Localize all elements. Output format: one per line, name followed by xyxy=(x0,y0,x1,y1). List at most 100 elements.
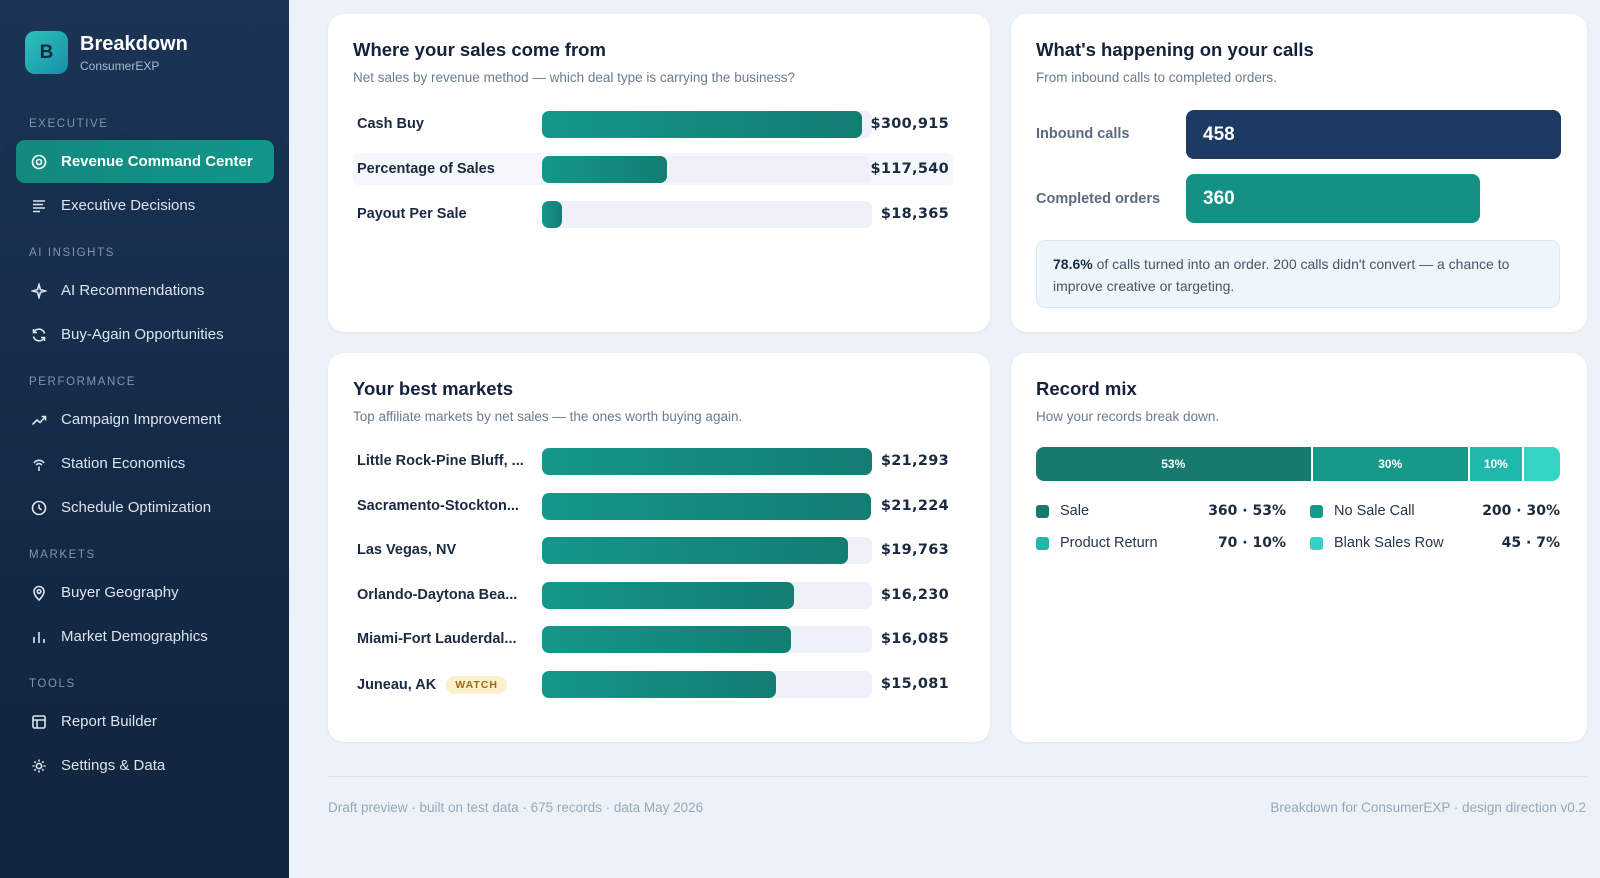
nav-item-executive-decisions[interactable]: Executive Decisions xyxy=(16,184,274,227)
row-label: Payout Per Sale xyxy=(357,206,467,222)
nav-item-label: Market Demographics xyxy=(61,628,208,645)
card-title: What's happening on your calls xyxy=(1036,39,1314,60)
mix-segment: 30% xyxy=(1312,447,1470,481)
bar-fill xyxy=(542,537,849,564)
row-label: Cash Buy xyxy=(357,116,424,132)
nav-item-label: Executive Decisions xyxy=(61,197,196,214)
row-value: $117,540 xyxy=(870,161,949,177)
bar-fill xyxy=(542,448,872,475)
bar-track xyxy=(542,581,872,609)
footer-divider xyxy=(328,776,1587,777)
footer-version: Breakdown for ConsumerEXP · design direc… xyxy=(1270,800,1586,815)
card-title: Your best markets xyxy=(353,378,514,399)
brand-logo: B xyxy=(25,31,68,74)
nav-item-station-economics[interactable]: Station Economics xyxy=(16,442,274,485)
nav-item-label: Campaign Improvement xyxy=(61,411,222,428)
bar-fill xyxy=(542,670,776,698)
sales-source-card: Where your sales come from Net sales by … xyxy=(328,14,990,332)
market-row[interactable]: Juneau, AK WATCH $15,081 xyxy=(353,668,953,700)
inbound-calls-bar: 458 xyxy=(1186,110,1561,159)
market-row[interactable]: Orlando-Daytona Bea... $16,230 xyxy=(353,579,953,611)
mix-segment: 10% xyxy=(1469,447,1524,481)
legend-value: 45 · 7% xyxy=(1501,535,1560,551)
nav-item-label: Buy-Again Opportunities xyxy=(61,326,224,343)
market-name: Las Vegas, NV xyxy=(357,542,457,558)
market-row[interactable]: Little Rock-Pine Bluff, ... $21,293 xyxy=(353,445,953,477)
record-mix-card: Record mix How your records break down. … xyxy=(1011,353,1587,742)
nav-item-label: Revenue Command Center xyxy=(61,153,253,170)
sidebar: B Breakdown ConsumerEXP EXECUTIVE Revenu… xyxy=(0,0,289,878)
legend-name: Blank Sales Row xyxy=(1334,535,1444,551)
row-value: $300,915 xyxy=(870,116,949,132)
market-name: Little Rock-Pine Bluff, ... xyxy=(357,453,524,469)
market-name: Juneau, AK xyxy=(357,676,437,693)
legend-swatch xyxy=(1310,504,1323,518)
legend-item: Sale 360 · 53% xyxy=(1036,501,1286,521)
nav-item-revenue-command-center[interactable]: Revenue Command Center xyxy=(16,140,274,183)
bar-track xyxy=(542,201,872,228)
footer-note: Draft preview · built on test data · 675… xyxy=(328,800,704,815)
nav-item-campaign-improvement[interactable]: Campaign Improvement xyxy=(16,398,274,441)
best-markets-card: Your best markets Top affiliate markets … xyxy=(328,353,990,742)
row-value: $18,365 xyxy=(880,206,949,222)
sparkle-icon xyxy=(30,282,48,300)
bar-track xyxy=(542,537,872,564)
nav-item-settings-data[interactable]: Settings & Data xyxy=(16,744,274,787)
row-label: Orlando-Daytona Bea... xyxy=(357,587,517,603)
nav-section-markets: MARKETS xyxy=(29,549,96,561)
calls-card: What's happening on your calls From inbo… xyxy=(1011,14,1587,332)
revenue-method-row[interactable]: Cash Buy $300,915 xyxy=(353,108,953,140)
market-name: Miami-Fort Lauderdal... xyxy=(357,631,517,647)
revenue-method-row[interactable]: Percentage of Sales $117,540 xyxy=(353,153,953,185)
market-row[interactable]: Las Vegas, NV $19,763 xyxy=(353,534,953,566)
row-label: Percentage of Sales xyxy=(357,161,495,177)
target-icon xyxy=(30,153,48,171)
nav-item-ai-recommendations[interactable]: AI Recommendations xyxy=(16,269,274,312)
market-row[interactable]: Sacramento-Stockton... $21,224 xyxy=(353,490,953,522)
bar-track xyxy=(542,111,872,138)
legend-swatch xyxy=(1036,536,1049,550)
legend-name: No Sale Call xyxy=(1334,503,1415,519)
clock-icon xyxy=(30,499,48,517)
conversion-note-text: of calls turned into an order. 200 calls… xyxy=(1053,256,1510,294)
legend-value: 360 · 53% xyxy=(1208,503,1286,519)
nav-section-performance: PERFORMANCE xyxy=(29,376,137,388)
brand[interactable]: B Breakdown ConsumerEXP xyxy=(25,31,188,74)
legend-name: Sale xyxy=(1060,503,1090,519)
bars-icon xyxy=(30,628,48,646)
nav-item-report-builder[interactable]: Report Builder xyxy=(16,700,274,743)
inbound-calls-label: Inbound calls xyxy=(1036,126,1130,142)
card-subtitle: From inbound calls to completed orders. xyxy=(1036,70,1277,85)
row-value: $16,085 xyxy=(880,631,949,647)
market-row[interactable]: Miami-Fort Lauderdal... $16,085 xyxy=(353,623,953,655)
card-title: Where your sales come from xyxy=(353,39,606,60)
legend-item: Product Return 70 · 10% xyxy=(1036,533,1286,553)
sun-gear-icon xyxy=(30,757,48,775)
row-label: Miami-Fort Lauderdal... xyxy=(357,631,517,647)
nav-section-tools: TOOLS xyxy=(29,678,76,690)
trend-icon xyxy=(30,411,48,429)
bar-track xyxy=(542,670,872,698)
conversion-note: 78.6% of calls turned into an order. 200… xyxy=(1036,240,1560,308)
row-label: Las Vegas, NV xyxy=(357,542,456,558)
nav-item-schedule-optimization[interactable]: Schedule Optimization xyxy=(16,486,274,529)
legend-item: No Sale Call 200 · 30% xyxy=(1310,501,1560,521)
revenue-method-row[interactable]: Payout Per Sale $18,365 xyxy=(353,198,953,230)
mix-segment xyxy=(1523,447,1560,481)
nav-item-market-demographics[interactable]: Market Demographics xyxy=(16,615,274,658)
bar-fill xyxy=(542,156,667,183)
legend-value: 200 · 30% xyxy=(1482,503,1560,519)
row-label: Juneau, AK WATCH xyxy=(357,675,507,694)
card-subtitle: Top affiliate markets by net sales — the… xyxy=(353,409,743,424)
bar-fill xyxy=(542,492,871,520)
nav-item-buyer-geography[interactable]: Buyer Geography xyxy=(16,571,274,614)
completed-orders-label: Completed orders xyxy=(1036,191,1161,207)
card-title: Record mix xyxy=(1036,378,1137,399)
nav-item-label: AI Recommendations xyxy=(61,282,205,299)
nav-item-label: Buyer Geography xyxy=(61,584,179,601)
nav-section-ai-insights: AI INSIGHTS xyxy=(29,247,115,259)
legend-value: 70 · 10% xyxy=(1217,535,1286,551)
bar-fill xyxy=(542,111,862,138)
conversion-rate: 78.6% xyxy=(1053,256,1093,272)
nav-item-buy-again-opportunities[interactable]: Buy-Again Opportunities xyxy=(16,313,274,356)
